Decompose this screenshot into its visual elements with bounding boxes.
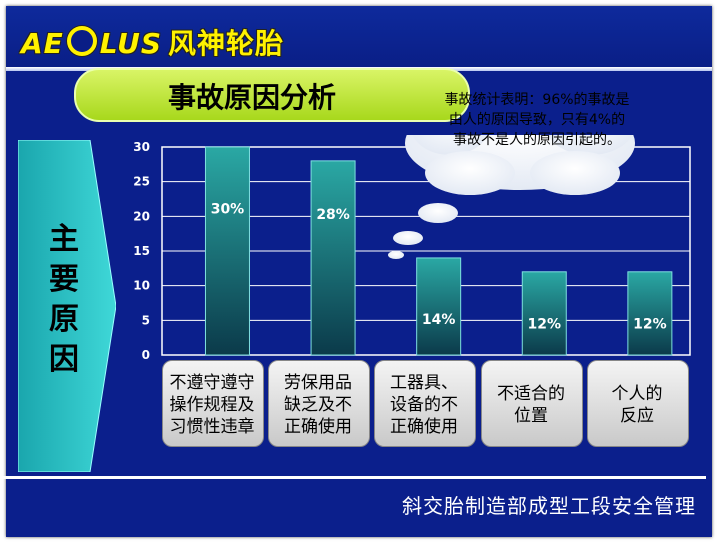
side-label-char: 要	[49, 262, 79, 297]
category-label-line: 正确使用	[390, 417, 458, 437]
category-box	[374, 360, 476, 447]
bar-1	[204, 146, 250, 356]
category-label: 不适合的 位置	[481, 383, 581, 427]
y-tick-label: 25	[133, 175, 150, 189]
y-tick-label: 15	[133, 244, 150, 258]
category-label-line: 设备的不	[390, 395, 458, 415]
y-tick-label: 0	[142, 348, 150, 362]
footer-text: 斜交胎制造部成型工段安全管理	[402, 494, 696, 518]
logo-text-2: LUS	[99, 27, 163, 60]
bar-data-label: 12%	[528, 316, 562, 332]
bar-chart: 30% 28% 14% 12% 12% 0 5 10 15 20 25 30	[133, 135, 691, 362]
y-tick-label: 10	[133, 279, 150, 293]
category-box	[587, 360, 689, 447]
category-label: 个人的 反应	[587, 383, 687, 427]
bar-data-label: 14%	[422, 312, 456, 328]
bar-3	[416, 257, 462, 356]
category-label-line: 个人的	[611, 384, 663, 404]
bar-5	[627, 271, 673, 356]
bar-4	[521, 271, 567, 356]
category-label-line: 操作规程及	[169, 395, 255, 415]
bar-data-label: 28%	[316, 207, 350, 223]
category-label-line: 不遵守遵守	[169, 373, 255, 393]
category-label-line: 反应	[620, 406, 654, 426]
category-box	[268, 360, 370, 447]
callout-text: 事故统计表明：96%的事故是由人的原因导致，只有4%的事故不是人的原因引起的。	[444, 92, 630, 148]
bar-data-label: 30%	[211, 202, 245, 218]
category-label-line: 缺乏及不	[284, 395, 352, 415]
category-box	[481, 360, 583, 447]
bar-2	[310, 160, 356, 356]
category-label-line: 不适合的	[497, 384, 565, 404]
y-tick-label: 20	[133, 209, 150, 223]
y-tick-label: 30	[133, 140, 150, 154]
logo-ring-icon	[66, 26, 97, 56]
brand-logo: AE LUS 风神轮胎	[21, 22, 284, 60]
callout-cloud	[388, 135, 635, 259]
category-label: 工器具、 设备的不 正确使用	[374, 372, 474, 438]
logo-chinese: 风神轮胎	[168, 27, 285, 60]
category-label: 劳保用品 缺乏及不 正确使用	[268, 372, 368, 438]
bar-data-label: 12%	[633, 316, 667, 332]
category-label-line: 正确使用	[284, 417, 352, 437]
category-label-line: 工器具、	[390, 373, 458, 393]
category-label-line: 劳保用品	[284, 373, 352, 393]
header-bar: AE LUS 风神轮胎	[6, 6, 712, 68]
side-label-char: 主	[49, 222, 79, 257]
category-box	[162, 360, 264, 447]
y-tick-label: 5	[142, 313, 150, 327]
side-arrow-shape	[18, 140, 116, 472]
side-label-char: 原	[49, 302, 79, 337]
footer-divider	[0, 476, 706, 479]
category-label: 不遵守遵守 操作规程及 习惯性违章	[162, 372, 262, 438]
side-label: 主 要 原 因	[42, 220, 86, 380]
category-label-line: 位置	[514, 406, 548, 426]
page-title: 事故原因分析	[168, 81, 337, 114]
side-label-char: 因	[49, 342, 79, 377]
logo-text-1: AE	[21, 27, 64, 60]
title-pill	[74, 68, 470, 122]
category-label-line: 习惯性违章	[169, 417, 255, 437]
